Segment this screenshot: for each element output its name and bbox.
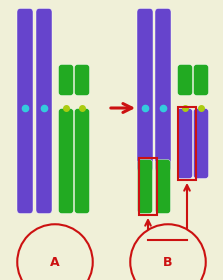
FancyBboxPatch shape bbox=[74, 109, 89, 213]
Text: B: B bbox=[163, 255, 173, 269]
Bar bbox=[139, 158, 157, 215]
FancyBboxPatch shape bbox=[155, 8, 171, 171]
FancyBboxPatch shape bbox=[58, 64, 74, 95]
FancyBboxPatch shape bbox=[178, 64, 192, 95]
FancyBboxPatch shape bbox=[137, 8, 153, 171]
FancyBboxPatch shape bbox=[58, 109, 74, 213]
FancyBboxPatch shape bbox=[178, 109, 192, 179]
FancyBboxPatch shape bbox=[17, 8, 33, 213]
FancyBboxPatch shape bbox=[155, 160, 171, 213]
FancyBboxPatch shape bbox=[194, 109, 209, 179]
FancyBboxPatch shape bbox=[36, 8, 52, 213]
Text: A: A bbox=[50, 255, 60, 269]
FancyBboxPatch shape bbox=[138, 160, 153, 213]
FancyBboxPatch shape bbox=[74, 64, 89, 95]
Bar bbox=[178, 107, 196, 180]
FancyBboxPatch shape bbox=[194, 64, 209, 95]
